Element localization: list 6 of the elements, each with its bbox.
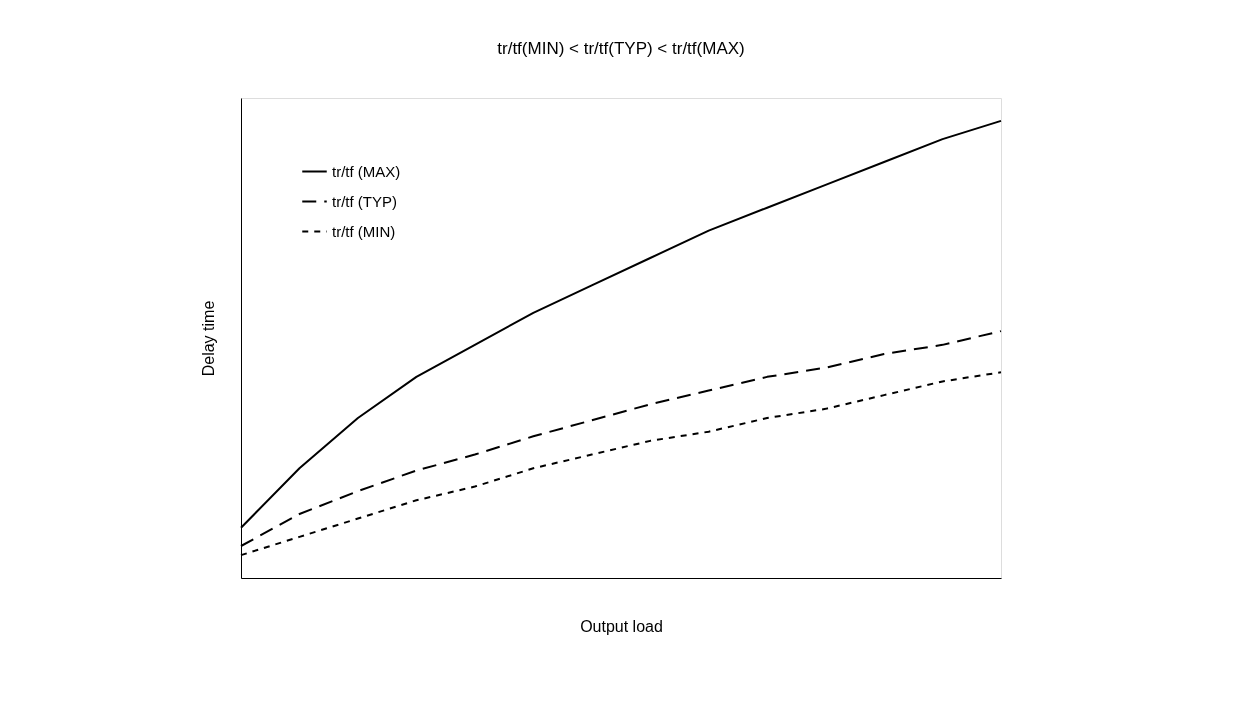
legend-label: tr/tf (MIN) (332, 222, 396, 240)
x-axis-title: Output load (580, 617, 663, 635)
legend-label: tr/tf (MAX) (332, 162, 401, 180)
chart-title: tr/tf(MIN) < tr/tf(TYP) < tr/tf(MAX) (497, 39, 745, 58)
legend-label: tr/tf (TYP) (332, 192, 397, 210)
y-axis-title: Delay time (199, 300, 217, 377)
